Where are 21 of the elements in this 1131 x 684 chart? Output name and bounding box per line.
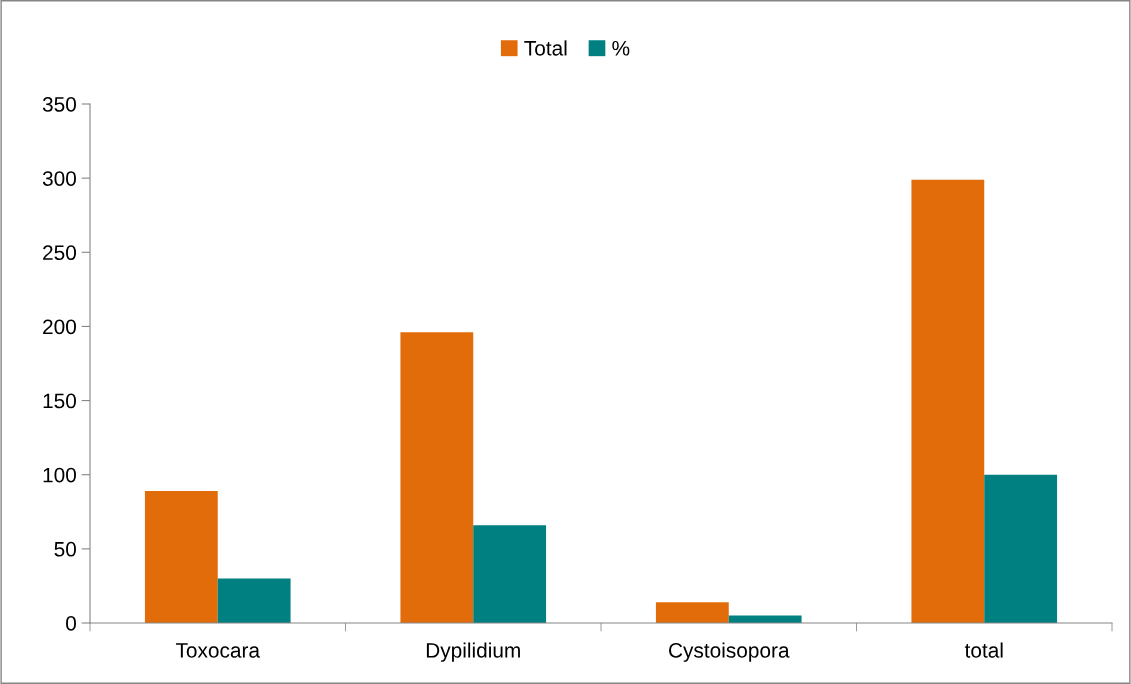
y-tick-label: 250: [43, 245, 76, 261]
bar: [144, 491, 218, 623]
y-tick-label: 100: [43, 467, 76, 483]
legend-label: %: [612, 40, 630, 56]
bar: [984, 474, 1058, 623]
y-tick-label: 0: [66, 616, 76, 631]
bar: [217, 578, 291, 623]
y-tick-label: 50: [54, 541, 76, 557]
bar: [911, 179, 985, 623]
x-tick-label: Dypilidium: [426, 642, 520, 662]
y-tick-label: 300: [42, 171, 76, 186]
x-tick-label: Cystoisopora: [669, 642, 790, 662]
y-tick-label: 150: [43, 393, 76, 409]
y-tick-label: 200: [43, 319, 76, 335]
bar: [400, 332, 474, 623]
x-tick-label: total: [964, 642, 1003, 658]
bar: [473, 525, 547, 623]
bar: [655, 602, 729, 623]
legend-label: Total: [524, 40, 567, 56]
x-tick-label: Toxocara: [175, 643, 261, 658]
y-tick-label: 350: [42, 97, 76, 112]
